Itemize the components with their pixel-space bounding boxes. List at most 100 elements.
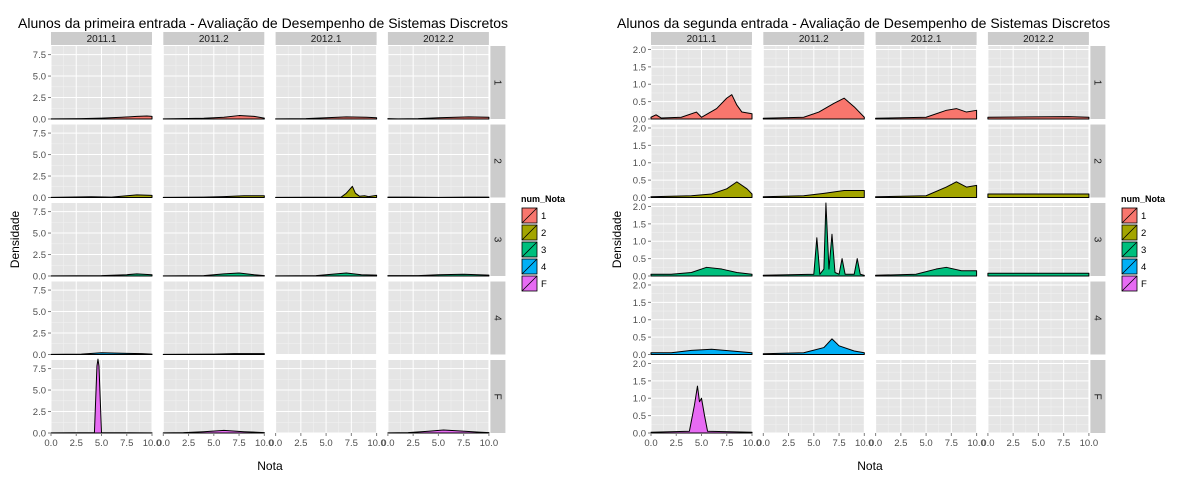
x-tick-label: 5.0 <box>95 438 108 449</box>
x-tick-label: 5.0 <box>695 438 708 449</box>
x-tick-label: 0.0 <box>869 438 882 449</box>
column-strip-label: 2012.2 <box>423 34 454 45</box>
column-strip-label: 2012.2 <box>1023 34 1054 45</box>
y-tick-label: 1.0 <box>633 394 646 405</box>
y-tick-label: 2.5 <box>33 93 46 104</box>
density-area-1 <box>988 117 1089 119</box>
panel <box>763 360 864 433</box>
panel <box>163 360 264 433</box>
panel <box>988 360 1089 433</box>
x-tick-label: 10.0 <box>480 438 499 449</box>
panel <box>388 282 489 355</box>
x-tick-label: 7.5 <box>945 438 958 449</box>
x-tick-label: 0.0 <box>44 438 57 449</box>
x-tick-label: 5.0 <box>432 438 445 449</box>
x-tick-label: 7.5 <box>720 438 733 449</box>
y-tick-label: 7.5 <box>33 286 46 297</box>
panel <box>876 282 977 355</box>
y-tick-label: 2.5 <box>33 172 46 183</box>
x-tick-label: 2.5 <box>407 438 420 449</box>
row-strip-label: 1 <box>1091 80 1102 86</box>
legend-label: 3 <box>541 245 546 256</box>
panel <box>163 203 264 276</box>
x-tick-label: 2.5 <box>70 438 83 449</box>
y-tick-label: 0.5 <box>633 254 646 265</box>
x-axis-label: Nota <box>257 459 283 473</box>
panel <box>876 203 977 276</box>
y-tick-label: 5.0 <box>33 229 46 240</box>
legend-label: 1 <box>1141 211 1146 222</box>
y-tick-label: 1.0 <box>633 158 646 169</box>
panel <box>388 125 489 198</box>
panel <box>276 203 377 276</box>
y-tick-label: 2.0 <box>633 202 646 213</box>
y-tick-label: 2.5 <box>33 407 46 418</box>
panel <box>876 46 977 119</box>
row-strip-label: 3 <box>1091 237 1102 243</box>
y-tick-label: 5.0 <box>33 150 46 161</box>
legend-label: 1 <box>541 211 546 222</box>
panel <box>388 360 489 433</box>
y-tick-label: 5.0 <box>33 307 46 318</box>
panel <box>763 203 864 276</box>
x-tick-label: 5.0 <box>319 438 332 449</box>
panel <box>276 360 377 433</box>
y-tick-label: 7.5 <box>33 364 46 375</box>
y-tick-label: 5.0 <box>33 72 46 83</box>
y-tick-label: 0.0 <box>33 193 46 204</box>
y-tick-label: 1.0 <box>633 315 646 326</box>
panel <box>988 125 1089 198</box>
chart-title: Alunos da primeira entrada - Avaliação d… <box>18 15 508 31</box>
legend-label: 3 <box>1141 245 1146 256</box>
column-strip-label: 2011.2 <box>199 34 229 45</box>
y-tick-label: 2.0 <box>633 123 646 134</box>
y-tick-label: 2.5 <box>33 329 46 340</box>
y-tick-label: 7.5 <box>33 207 46 218</box>
y-tick-label: 0.0 <box>33 350 46 361</box>
legend-title: num_Nota <box>521 194 566 204</box>
x-tick-label: 7.5 <box>232 438 245 449</box>
x-tick-label: 10.0 <box>1080 438 1099 449</box>
x-tick-label: 7.5 <box>832 438 845 449</box>
legend-label: 4 <box>1141 262 1146 273</box>
legend-label: 4 <box>541 262 546 273</box>
panel <box>988 46 1089 119</box>
x-tick-label: 7.5 <box>345 438 358 449</box>
density-area-2 <box>988 194 1089 197</box>
y-tick-label: 0.0 <box>33 272 46 283</box>
x-tick-label: 5.0 <box>919 438 932 449</box>
panel <box>276 282 377 355</box>
panel <box>163 125 264 198</box>
row-strip-label: 1 <box>491 80 502 86</box>
panel <box>763 125 864 198</box>
column-strip-label: 2011.1 <box>87 34 117 45</box>
panel <box>163 282 264 355</box>
panel <box>988 203 1089 276</box>
legend: num_Nota 1 2 3 4 F <box>521 194 566 292</box>
panel <box>651 282 752 355</box>
panel <box>388 203 489 276</box>
y-tick-label: 1.5 <box>633 62 646 73</box>
x-tick-label: 2.5 <box>670 438 683 449</box>
x-tick-label: 2.5 <box>1007 438 1020 449</box>
x-tick-label: 0.0 <box>981 438 994 449</box>
density-area-3 <box>988 273 1089 276</box>
row-strip-label: F <box>1091 393 1102 399</box>
column-strip-label: 2012.1 <box>311 34 342 45</box>
panel <box>388 46 489 119</box>
y-tick-label: 0.5 <box>633 176 646 187</box>
y-tick-label: 1.5 <box>633 219 646 230</box>
y-axis-label: Densidade <box>610 210 624 268</box>
row-strip-label: F <box>491 393 502 399</box>
y-tick-label: 1.0 <box>633 80 646 91</box>
legend-label: F <box>541 279 547 290</box>
legend-label: 2 <box>541 228 546 239</box>
x-tick-label: 7.5 <box>1057 438 1070 449</box>
y-tick-label: 2.0 <box>633 280 646 291</box>
row-strip-label: 3 <box>491 237 502 243</box>
y-tick-label: 0.5 <box>633 97 646 108</box>
panel <box>276 125 377 198</box>
column-strip-label: 2011.1 <box>687 34 717 45</box>
